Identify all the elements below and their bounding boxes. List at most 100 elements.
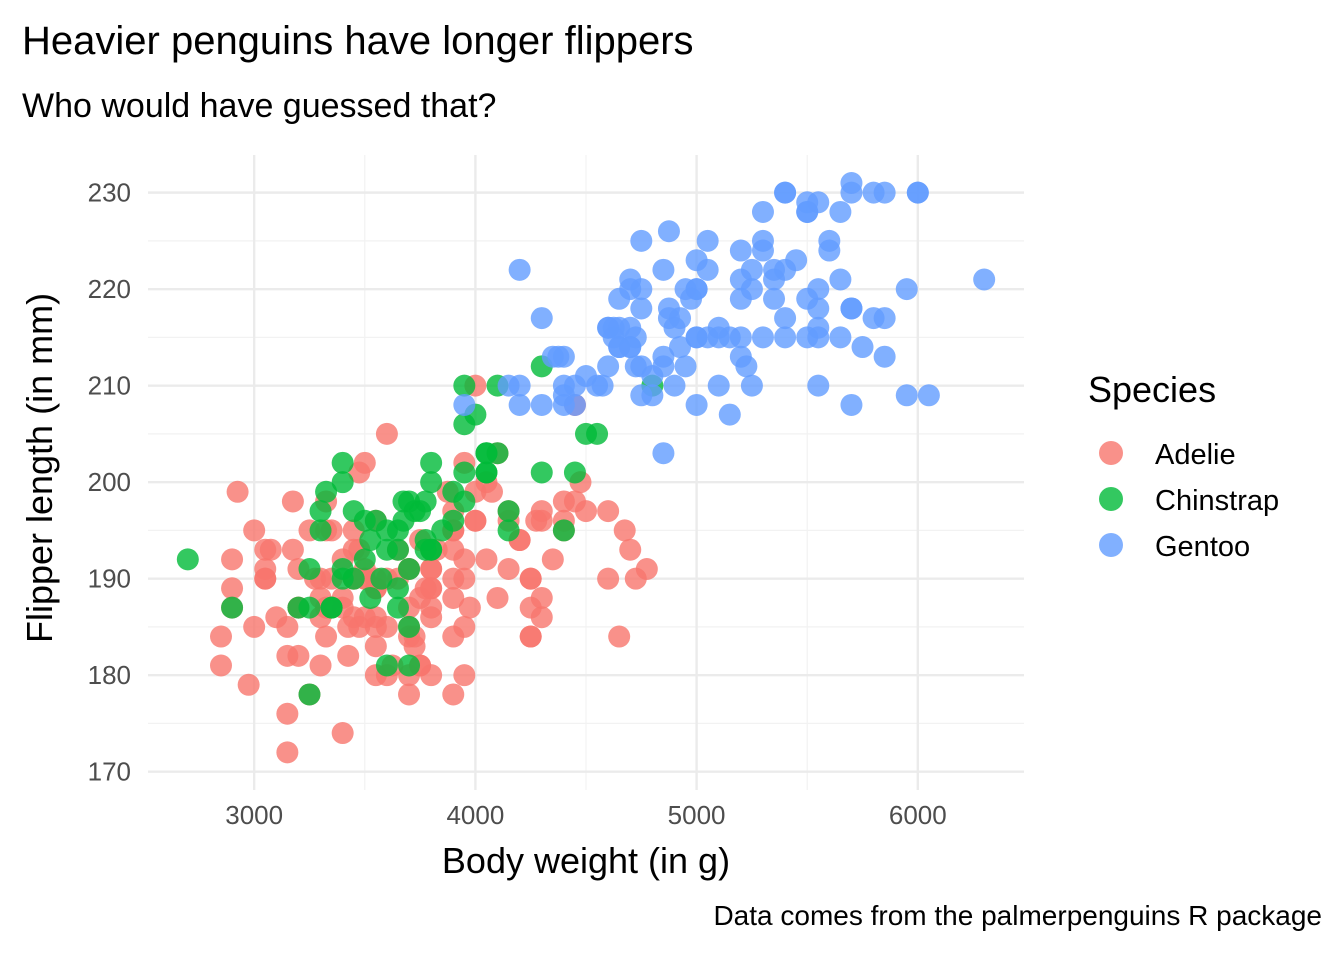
data-point — [309, 500, 332, 523]
data-point — [530, 393, 553, 416]
data-point — [657, 220, 680, 243]
data-point — [414, 538, 437, 561]
data-point — [685, 326, 708, 349]
legend-key-gentoo — [1099, 533, 1123, 557]
data-point — [906, 181, 929, 204]
data-point — [669, 336, 692, 359]
data-point — [630, 229, 653, 252]
data-point — [774, 181, 797, 204]
data-point — [917, 384, 940, 407]
data-point — [409, 586, 432, 609]
data-point — [243, 615, 266, 638]
data-point — [348, 461, 371, 484]
data-point — [348, 615, 371, 638]
data-point — [652, 258, 675, 281]
y-tick-label: 180 — [88, 660, 131, 690]
data-point — [862, 307, 885, 330]
data-point — [630, 297, 653, 320]
data-point — [221, 577, 244, 600]
data-point — [751, 239, 774, 262]
data-point — [420, 558, 443, 581]
data-point — [669, 307, 692, 330]
data-point — [298, 596, 321, 619]
data-point — [613, 519, 636, 542]
data-point — [254, 567, 277, 590]
data-point — [342, 500, 365, 523]
data-point — [398, 654, 421, 677]
data-point — [243, 519, 266, 542]
data-point — [718, 403, 741, 426]
data-point — [375, 654, 398, 677]
chart-caption: Data comes from the palmerpenguins R pac… — [713, 900, 1322, 931]
data-point — [674, 355, 697, 378]
data-point — [774, 326, 797, 349]
data-point — [680, 287, 703, 310]
data-point — [309, 519, 332, 542]
x-tick-label: 4000 — [446, 800, 504, 830]
data-point — [829, 268, 852, 291]
data-point — [375, 538, 398, 561]
data-point — [696, 229, 719, 252]
data-point — [392, 490, 415, 513]
data-point — [563, 461, 586, 484]
chart-title: Heavier penguins have longer flippers — [22, 19, 694, 63]
data-point — [519, 567, 542, 590]
data-point — [519, 625, 542, 648]
data-point — [630, 355, 653, 378]
data-point — [276, 702, 299, 725]
data-point — [635, 558, 658, 581]
data-point — [370, 567, 393, 590]
data-point — [298, 558, 321, 581]
data-point — [331, 567, 354, 590]
data-point — [851, 336, 874, 359]
data-point — [751, 326, 774, 349]
data-point — [281, 538, 304, 561]
data-point — [359, 529, 382, 552]
data-point — [442, 567, 465, 590]
data-point — [453, 393, 476, 416]
data-point — [398, 683, 421, 706]
data-point — [221, 596, 244, 619]
data-point — [420, 451, 443, 474]
series-chinstrap — [176, 355, 664, 706]
data-point — [763, 287, 786, 310]
data-point — [652, 355, 675, 378]
y-axis-label: Flipper length (in mm) — [19, 293, 60, 643]
data-point — [453, 374, 476, 397]
data-point — [707, 316, 730, 339]
y-tick-label: 170 — [88, 757, 131, 787]
x-axis-ticks: 3000 4000 5000 6000 — [225, 800, 946, 830]
y-axis-ticks: 170 180 190 200 210 220 230 — [88, 178, 131, 787]
data-point — [541, 548, 564, 571]
data-point — [685, 249, 708, 272]
legend-label-chinstrap: Chinstrap — [1155, 485, 1279, 517]
data-point — [751, 200, 774, 223]
data-point — [176, 548, 199, 571]
data-point — [331, 722, 354, 745]
data-point — [519, 596, 542, 619]
x-tick-label: 3000 — [225, 800, 283, 830]
legend-label-adelie: Adelie — [1155, 439, 1236, 471]
data-point — [608, 625, 631, 648]
data-point — [386, 596, 409, 619]
data-point — [475, 461, 498, 484]
data-point — [364, 615, 387, 638]
data-point — [281, 490, 304, 513]
data-point — [431, 519, 454, 542]
data-point — [442, 683, 465, 706]
data-point — [597, 567, 620, 590]
data-point — [630, 384, 653, 407]
data-point — [210, 625, 232, 648]
data-point — [497, 519, 520, 542]
x-tick-label: 6000 — [889, 800, 947, 830]
data-points — [176, 171, 996, 764]
data-point — [873, 345, 896, 368]
data-point — [364, 635, 387, 658]
x-tick-label: 5000 — [668, 800, 726, 830]
data-point — [563, 490, 586, 513]
data-point — [359, 586, 382, 609]
data-point — [552, 374, 575, 397]
data-point — [276, 644, 299, 667]
data-point — [552, 393, 575, 416]
data-point — [774, 307, 797, 330]
